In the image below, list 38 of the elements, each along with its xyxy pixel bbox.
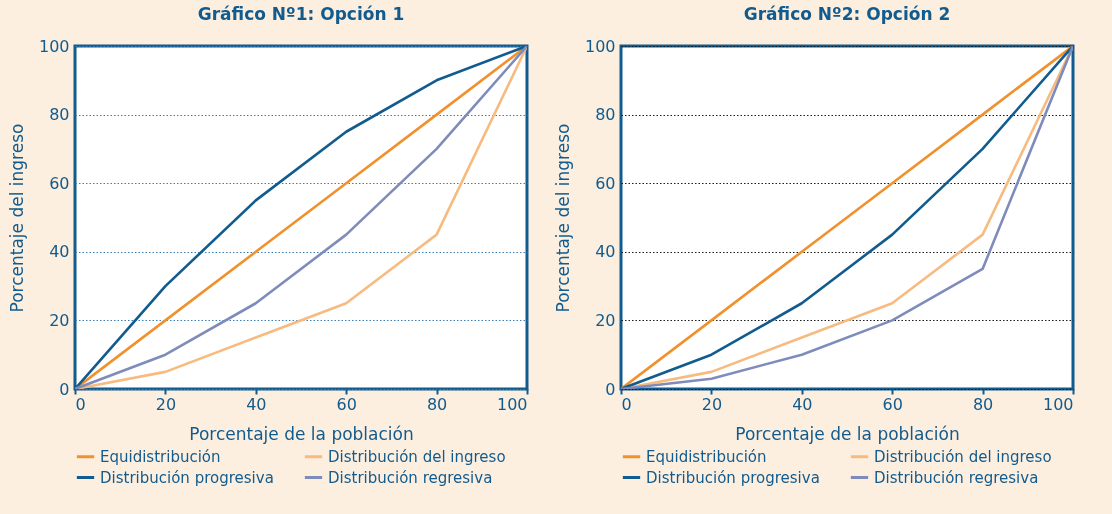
x-tick-label: 80 bbox=[972, 394, 994, 414]
x-tick-label: 80 bbox=[426, 394, 448, 414]
y-tick-label: 0 bbox=[59, 379, 70, 399]
legend-label: Equidistribución bbox=[646, 447, 767, 466]
y-tick-label: 40 bbox=[595, 242, 616, 262]
x-tick-label: 100 bbox=[1042, 394, 1074, 414]
legend-label: Distribución del ingreso bbox=[874, 447, 1052, 466]
x-tick-label: 100 bbox=[496, 394, 528, 414]
legend-label: Distribución regresiva bbox=[328, 468, 493, 487]
y-tick-label: 80 bbox=[49, 105, 70, 125]
chart-title: Gráfico Nº1: Opción 1 bbox=[197, 4, 405, 24]
y-tick-label: 60 bbox=[595, 173, 616, 193]
legend-label: Distribución regresiva bbox=[874, 468, 1039, 487]
y-tick-label: 20 bbox=[595, 310, 616, 330]
x-tick-label: 0 bbox=[75, 394, 86, 414]
y-axis-title: Porcentaje del ingreso bbox=[552, 123, 573, 313]
x-tick-label: 40 bbox=[792, 394, 813, 414]
y-tick-label: 40 bbox=[49, 242, 70, 262]
legend-label: Distribución progresiva bbox=[646, 468, 820, 487]
y-tick-label: 0 bbox=[605, 379, 616, 399]
x-tick-label: 0 bbox=[621, 394, 632, 414]
legend-label: Distribución progresiva bbox=[100, 468, 274, 487]
x-tick-label: 20 bbox=[701, 394, 723, 414]
x-axis-title: Porcentaje de la población bbox=[189, 423, 414, 444]
y-tick-label: 20 bbox=[49, 310, 70, 330]
x-tick-label: 60 bbox=[882, 394, 903, 414]
x-tick-label: 40 bbox=[246, 394, 267, 414]
chart-title: Gráfico Nº2: Opción 2 bbox=[743, 4, 951, 24]
x-tick-label: 60 bbox=[336, 394, 357, 414]
y-tick-label: 80 bbox=[595, 105, 616, 125]
x-tick-label: 20 bbox=[155, 394, 177, 414]
legend-label: Distribución del ingreso bbox=[328, 447, 506, 466]
y-tick-label: 60 bbox=[49, 173, 70, 193]
y-tick-label: 100 bbox=[584, 36, 616, 56]
y-tick-label: 100 bbox=[38, 36, 70, 56]
legend-label: Equidistribución bbox=[100, 447, 221, 466]
y-axis-title: Porcentaje del ingreso bbox=[6, 123, 27, 313]
x-axis-title: Porcentaje de la población bbox=[735, 423, 960, 444]
